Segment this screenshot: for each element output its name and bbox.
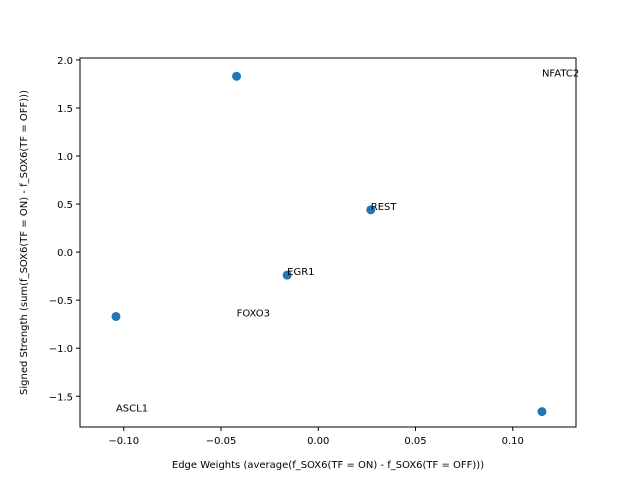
data-point <box>537 407 547 417</box>
point-label: EGR1 <box>287 267 314 278</box>
y-tick-label: −1.5 <box>49 392 73 403</box>
x-tick-label: 0.05 <box>404 436 426 447</box>
point-annotations: NFATC2 REST EGR1 FOXO3 ASCL1 <box>116 68 579 414</box>
y-axis-ticks: −1.5 −1.0 −0.5 0.0 0.5 1.0 1.5 2.0 <box>49 56 80 403</box>
y-tick-label: 1.0 <box>57 152 73 163</box>
y-tick-label: 2.0 <box>57 56 73 67</box>
x-tick-label: 0.10 <box>502 436 524 447</box>
data-points <box>111 71 547 417</box>
x-tick-label: −0.10 <box>108 436 139 447</box>
y-tick-label: −1.0 <box>49 344 73 355</box>
y-tick-label: 1.5 <box>57 104 73 115</box>
x-axis-label: Edge Weights (average(f_SOX6(TF = ON) - … <box>172 460 484 471</box>
point-label: NFATC2 <box>542 68 579 79</box>
data-point <box>366 205 376 215</box>
data-point <box>282 270 292 280</box>
y-axis-label: Signed Strength (sum(f_SOX6(TF = ON) - f… <box>19 90 30 395</box>
point-label: ASCL1 <box>116 404 148 415</box>
y-tick-label: 0.5 <box>57 200 73 211</box>
x-tick-label: −0.05 <box>206 436 237 447</box>
y-tick-label: 0.0 <box>57 248 73 259</box>
data-point <box>111 311 121 321</box>
y-tick-label: −0.5 <box>49 296 73 307</box>
x-tick-label: 0.00 <box>307 436 329 447</box>
data-point <box>232 71 242 81</box>
point-label: FOXO3 <box>237 308 270 319</box>
plot-area-frame <box>79 57 577 428</box>
point-label: REST <box>371 202 398 213</box>
x-axis-ticks: −0.10 −0.05 0.00 0.05 0.10 <box>108 427 524 447</box>
